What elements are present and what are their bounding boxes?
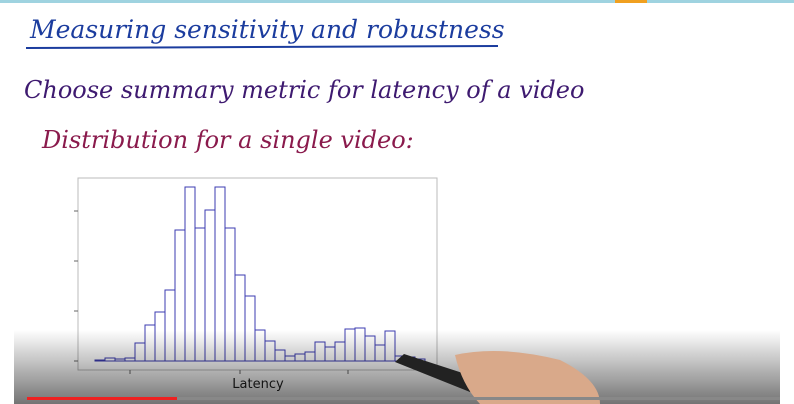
strip	[0, 0, 794, 3]
marker	[395, 354, 478, 392]
thumbnail-strip	[0, 0, 794, 3]
strip-highlight	[615, 0, 647, 3]
slide-title: Measuring sensitivity and robustness	[29, 15, 505, 44]
slide-line: Distribution for a single video:	[41, 126, 414, 154]
title-underline	[25, 45, 499, 49]
hand	[395, 351, 600, 404]
progress-bar[interactable]	[27, 397, 177, 400]
player-shade	[14, 330, 780, 404]
slide-line: Choose summary metric for latency of a v…	[24, 76, 584, 104]
progress-track[interactable]	[27, 397, 780, 400]
hand-shape	[455, 351, 600, 404]
